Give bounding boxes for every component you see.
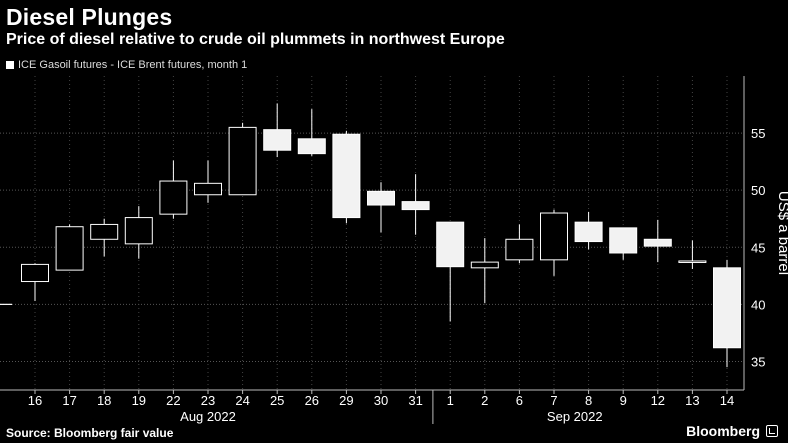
candle-body-22 [159, 180, 188, 215]
candle-body-16 [21, 263, 49, 283]
candle-body-25 [263, 129, 292, 151]
candle-body-29 [332, 133, 361, 219]
x-tick-label-17: 17 [62, 393, 76, 408]
candle-body-12 [643, 238, 672, 247]
legend: ICE Gasoil futures - ICE Brent futures, … [6, 59, 247, 71]
y-tick-label-45: 45 [751, 240, 765, 255]
x-tick-label-7: 7 [550, 393, 557, 408]
candle-body-17 [55, 226, 84, 271]
x-tick-label-23: 23 [201, 393, 215, 408]
x-tick-label-8: 8 [585, 393, 592, 408]
x-tick-label-12: 12 [651, 393, 665, 408]
x-tick-label-25: 25 [270, 393, 284, 408]
y-axis-title: US$ a barrel [775, 191, 788, 275]
chart-icon [766, 425, 778, 437]
candle-body-31 [401, 201, 430, 211]
brand-name: Bloomberg [686, 423, 760, 439]
candle-body-24 [228, 126, 257, 196]
y-tick-label-40: 40 [751, 297, 765, 312]
y-tick-label-35: 35 [751, 354, 765, 369]
y-tick-label-55: 55 [751, 126, 765, 141]
x-tick-label-22: 22 [166, 393, 180, 408]
candle-body-26 [297, 138, 326, 155]
x-tick-label-30: 30 [374, 393, 388, 408]
x-tick-label-19: 19 [132, 393, 146, 408]
y-tick-label-50: 50 [751, 183, 765, 198]
x-tick-label-16: 16 [28, 393, 42, 408]
candle-body-30 [367, 190, 395, 206]
month-label: Sep 2022 [547, 409, 603, 424]
x-tick-label-29: 29 [339, 393, 353, 408]
candle-body-2 [470, 261, 499, 269]
x-tick-label-9: 9 [620, 393, 627, 408]
candle-body-13 [678, 260, 707, 263]
candle-body-23 [194, 182, 222, 196]
legend-label: ICE Gasoil futures - ICE Brent futures, … [18, 59, 248, 71]
candle-body-8 [574, 221, 603, 243]
source-note: Source: Bloomberg fair value [6, 426, 174, 440]
x-tick-label-13: 13 [685, 393, 699, 408]
x-tick-label-1: 1 [447, 393, 454, 408]
x-tick-label-18: 18 [97, 393, 111, 408]
candle-body-18 [90, 223, 119, 240]
candle-body-14 [713, 267, 741, 349]
month-label: Aug 2022 [180, 409, 236, 424]
chart-subtitle: Price of diesel relative to crude oil pl… [6, 31, 505, 48]
candle-body-9 [609, 227, 638, 254]
x-tick-label-14: 14 [720, 393, 734, 408]
x-tick-label-24: 24 [235, 393, 249, 408]
x-tick-label-6: 6 [516, 393, 523, 408]
candle-body-1 [436, 221, 465, 268]
candle-body-6 [505, 238, 534, 261]
candle-body-19 [124, 217, 153, 245]
legend-swatch [6, 61, 14, 69]
x-tick-label-26: 26 [305, 393, 319, 408]
brand-logo: Bloomberg [686, 423, 778, 439]
x-tick-label-31: 31 [408, 393, 422, 408]
chart-title: Diesel Plunges [6, 4, 173, 30]
x-tick-label-2: 2 [481, 393, 488, 408]
candle-body-7 [540, 212, 568, 261]
